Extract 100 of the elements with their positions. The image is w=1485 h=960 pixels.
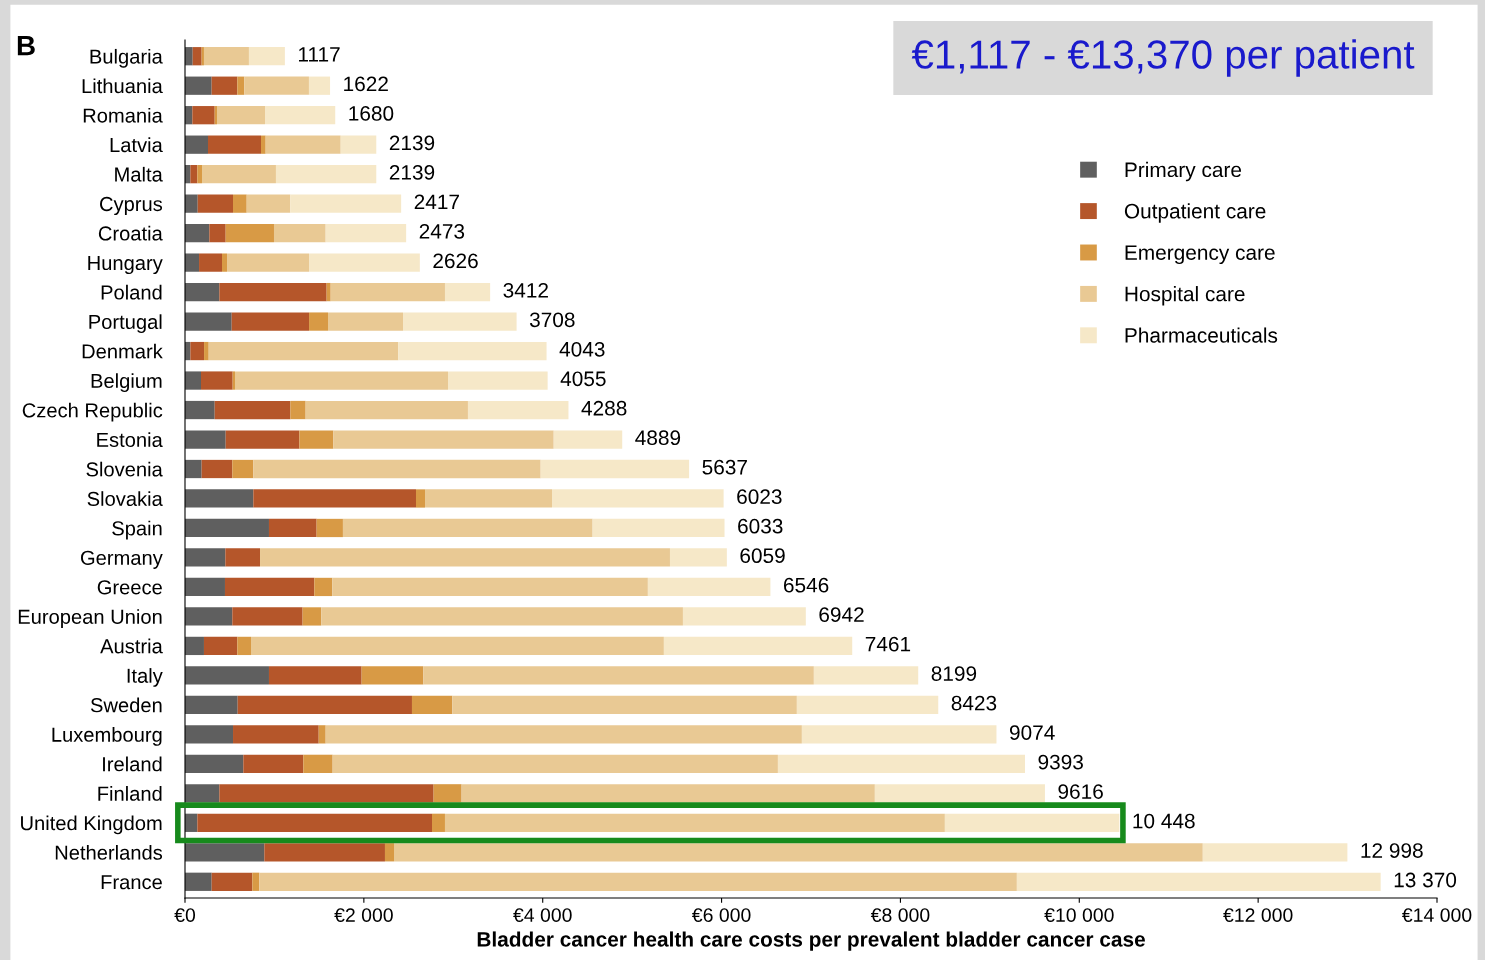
bar (225, 548, 261, 567)
bar (231, 312, 310, 331)
bar (203, 636, 238, 656)
total-label: 12 998 (1361, 843, 1423, 858)
bar (302, 607, 322, 626)
y-tick-label: Poland (101, 284, 162, 300)
bar (452, 695, 797, 715)
bar (185, 76, 212, 95)
bar (204, 341, 209, 361)
bar (232, 607, 303, 626)
bar (423, 666, 814, 685)
bar (211, 76, 238, 95)
bar (268, 518, 317, 538)
total-label: 9074 (1009, 725, 1055, 740)
bar (265, 135, 341, 154)
total-label: 2626 (433, 253, 478, 269)
bar (592, 518, 725, 538)
bar (185, 194, 198, 213)
total-label: 6942 (819, 607, 864, 623)
bar (207, 135, 262, 154)
total-label: 2139 (389, 164, 435, 180)
total-label: 7461 (865, 636, 911, 652)
bar (682, 607, 806, 626)
bar (801, 725, 997, 744)
total-label: 1680 (349, 106, 394, 121)
bar (203, 47, 249, 66)
total-label: 4288 (581, 400, 627, 416)
x-tick-label: €14 000 (1402, 908, 1472, 922)
bar (415, 489, 426, 508)
bar (303, 754, 333, 773)
bar (185, 754, 244, 773)
bar (253, 489, 416, 508)
bar (199, 253, 223, 272)
bar (325, 725, 802, 744)
bar (318, 725, 326, 744)
total-label: 4055 (560, 371, 606, 387)
total-label: 4043 (559, 341, 605, 357)
bar (185, 666, 269, 685)
bar (299, 430, 334, 449)
total-label: 2417 (414, 194, 459, 210)
bar (224, 577, 315, 597)
total-label: 6059 (740, 548, 785, 564)
bar (248, 47, 285, 66)
bar (398, 341, 547, 361)
bar (185, 253, 200, 272)
bar (197, 165, 202, 184)
bar (185, 489, 254, 508)
bar (796, 695, 939, 715)
y-tick-label: Slovakia (87, 491, 163, 506)
x-tick-label: €4 000 (513, 908, 572, 922)
bar (185, 784, 220, 803)
x-tick-label: €6 000 (691, 908, 751, 922)
bar (185, 548, 226, 567)
bar (201, 371, 233, 390)
x-axis-title: Bladder cancer health care costs per prevalent bladder cancer case (477, 931, 1145, 951)
total-label: 3708 (529, 312, 575, 328)
bar (290, 400, 306, 420)
y-tick-label: Bulgaria (90, 48, 163, 68)
bar (201, 165, 276, 184)
bar (197, 813, 432, 832)
bar (340, 135, 377, 154)
legend-label: Primary care (1125, 161, 1242, 182)
total-label: 3412 (503, 282, 548, 298)
total-label: 13 370 (1394, 872, 1457, 888)
bar (669, 548, 727, 567)
bar (222, 253, 228, 272)
bar (316, 518, 343, 538)
bar (185, 695, 238, 715)
bar (185, 725, 234, 744)
total-label: 9393 (1038, 754, 1083, 770)
bar (553, 430, 623, 449)
y-tick-label: Ireland (103, 756, 162, 772)
y-tick-label: Hungary (88, 256, 163, 275)
bar (185, 872, 212, 891)
bar (185, 459, 202, 479)
bar (237, 76, 245, 95)
bar (332, 754, 778, 773)
y-tick-label: Greece (97, 580, 162, 595)
legend-label: Outpatient care (1124, 203, 1266, 223)
bar (185, 577, 225, 597)
y-tick-label: Lithuania (82, 78, 163, 94)
bar (185, 843, 265, 862)
bar (237, 636, 251, 656)
total-label: 5637 (702, 459, 747, 475)
y-tick-label: Latvia (110, 137, 163, 153)
y-tick-label: United Kingdom (21, 815, 162, 835)
x-tick-label: €12 000 (1223, 908, 1293, 922)
bar (326, 282, 331, 302)
bar (1202, 843, 1348, 862)
bar (321, 607, 683, 626)
bar (185, 223, 210, 243)
bar (225, 223, 274, 243)
bar (361, 666, 424, 685)
total-label: 4889 (635, 430, 681, 446)
bar (185, 282, 220, 302)
bar (461, 784, 875, 803)
bar (309, 253, 420, 272)
bar (777, 754, 1025, 773)
bar (433, 784, 462, 803)
y-tick-label: Croatia (98, 225, 163, 241)
